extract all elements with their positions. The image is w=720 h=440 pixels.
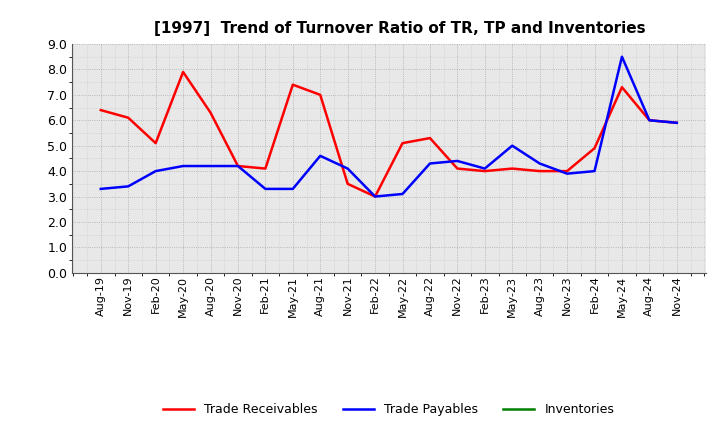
Trade Receivables: [124, 115, 132, 121]
Trade Receivables: [261, 166, 270, 171]
Trade Payables: [453, 158, 462, 164]
Trade Receivables: [618, 84, 626, 90]
Legend: Trade Receivables, Trade Payables, Inventories: Trade Receivables, Trade Payables, Inven…: [158, 398, 619, 421]
Trade Payables: [151, 169, 160, 174]
Trade Payables: [672, 120, 681, 125]
Trade Receivables: [96, 107, 105, 113]
Trade Receivables: [426, 136, 434, 141]
Trade Payables: [96, 186, 105, 191]
Trade Payables: [124, 184, 132, 189]
Trade Payables: [480, 166, 489, 171]
Trade Payables: [179, 163, 187, 169]
Trade Payables: [618, 54, 626, 59]
Trade Receivables: [343, 181, 352, 187]
Trade Payables: [233, 163, 242, 169]
Trade Receivables: [398, 140, 407, 146]
Trade Receivables: [453, 166, 462, 171]
Trade Payables: [316, 153, 325, 158]
Trade Payables: [206, 163, 215, 169]
Trade Receivables: [316, 92, 325, 98]
Trade Receivables: [233, 163, 242, 169]
Trade Receivables: [151, 140, 160, 146]
Trade Payables: [289, 186, 297, 191]
Trade Receivables: [371, 194, 379, 199]
Trade Receivables: [289, 82, 297, 87]
Trade Receivables: [480, 169, 489, 174]
Trade Receivables: [645, 117, 654, 123]
Trade Payables: [536, 161, 544, 166]
Trade Receivables: [563, 169, 572, 174]
Trade Payables: [645, 117, 654, 123]
Trade Payables: [426, 161, 434, 166]
Trade Receivables: [672, 120, 681, 125]
Trade Payables: [508, 143, 516, 148]
Trade Payables: [371, 194, 379, 199]
Text: [1997]  Trend of Turnover Ratio of TR, TP and Inventories: [1997] Trend of Turnover Ratio of TR, TP…: [154, 21, 646, 36]
Line: Trade Receivables: Trade Receivables: [101, 72, 677, 197]
Trade Payables: [343, 166, 352, 171]
Trade Payables: [563, 171, 572, 176]
Trade Receivables: [590, 146, 599, 151]
Line: Trade Payables: Trade Payables: [101, 57, 677, 197]
Trade Receivables: [206, 110, 215, 115]
Trade Receivables: [179, 70, 187, 75]
Trade Receivables: [508, 166, 516, 171]
Trade Payables: [398, 191, 407, 197]
Trade Payables: [261, 186, 270, 191]
Trade Receivables: [536, 169, 544, 174]
Trade Payables: [590, 169, 599, 174]
